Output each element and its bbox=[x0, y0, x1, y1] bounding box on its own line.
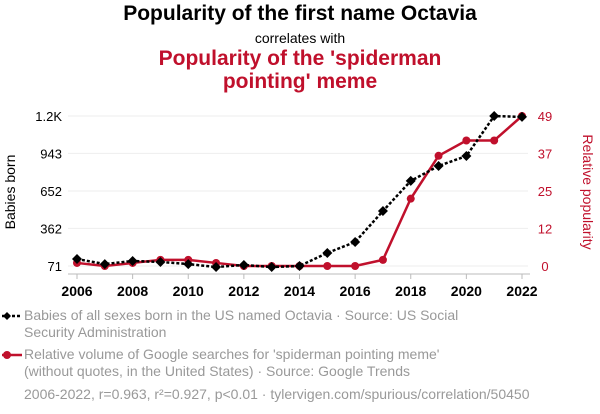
y2-tick-label: 12 bbox=[538, 222, 552, 237]
series-1-point bbox=[433, 160, 444, 171]
legend-marker-2-dot bbox=[3, 351, 11, 359]
y-tick-label: 652 bbox=[40, 184, 62, 199]
x-tick-label: 2022 bbox=[506, 283, 537, 299]
series-2-point bbox=[323, 262, 332, 270]
series-2-point bbox=[434, 151, 443, 160]
legend-marker-1-diamond bbox=[3, 312, 11, 320]
y2-tick-label: 0 bbox=[541, 259, 548, 274]
y2-tick-label: 49 bbox=[538, 109, 552, 124]
series-1-point bbox=[517, 111, 527, 122]
y-tick-label: 943 bbox=[40, 146, 62, 161]
x-tick-label: 2006 bbox=[61, 283, 92, 299]
series-2-point bbox=[406, 194, 415, 203]
legend-item-2: Relative volume of Google searches for '… bbox=[24, 346, 464, 380]
series-1-line bbox=[76, 114, 523, 269]
chart-title-2: Popularity of the 'spiderman pointing' m… bbox=[158, 47, 442, 93]
y-tick-label: 362 bbox=[40, 221, 62, 236]
series-1-point bbox=[238, 259, 249, 270]
series-1-point bbox=[294, 261, 305, 271]
series-1-point bbox=[211, 262, 222, 273]
y-tick-label: 71 bbox=[48, 259, 62, 274]
series-2-point bbox=[378, 255, 387, 264]
y2-tick-label: 37 bbox=[538, 147, 552, 162]
chart-subtitle: correlates with bbox=[254, 30, 346, 46]
y-tick-label: 1.2K bbox=[35, 109, 62, 124]
y2-axis-title: Relative popularity bbox=[580, 134, 596, 249]
y2-tick-label: 25 bbox=[538, 184, 552, 199]
series-1-point bbox=[461, 151, 472, 162]
legend-label-2: Relative volume of Google searches for '… bbox=[24, 346, 440, 379]
series-1-point bbox=[489, 111, 500, 121]
series-1-point bbox=[99, 259, 110, 270]
y-axis-title: Babies born bbox=[2, 155, 18, 230]
series-2-point bbox=[351, 262, 360, 270]
series-1-point bbox=[127, 255, 138, 266]
x-tick-label: 2018 bbox=[395, 283, 426, 299]
x-tick-label: 2014 bbox=[284, 283, 315, 299]
series-2-point bbox=[490, 136, 499, 145]
x-tick-label: 2016 bbox=[340, 283, 371, 299]
series-1-point bbox=[183, 259, 194, 270]
x-tick-label: 2010 bbox=[173, 283, 204, 299]
footer-stats: 2006-2022, r=0.963, r²=0.927, p<0.01 · t… bbox=[24, 386, 530, 402]
series-1-point bbox=[155, 256, 166, 267]
series-1-point bbox=[405, 175, 416, 186]
series-1-point bbox=[377, 206, 388, 217]
series-2-point bbox=[462, 136, 471, 145]
series-1-point bbox=[322, 247, 333, 258]
legend-label-1: Babies of all sexes born in the US named… bbox=[24, 307, 459, 340]
x-tick-label: 2008 bbox=[117, 283, 148, 299]
series-1-point bbox=[72, 254, 82, 265]
chart-title: Popularity of the first name Octavia bbox=[123, 2, 477, 25]
series-1-point bbox=[266, 262, 277, 273]
series-1-point bbox=[350, 236, 361, 247]
x-tick-label: 2020 bbox=[451, 283, 482, 299]
x-tick-label: 2012 bbox=[228, 283, 259, 299]
legend-item-1: Babies of all sexes born in the US named… bbox=[24, 307, 464, 341]
